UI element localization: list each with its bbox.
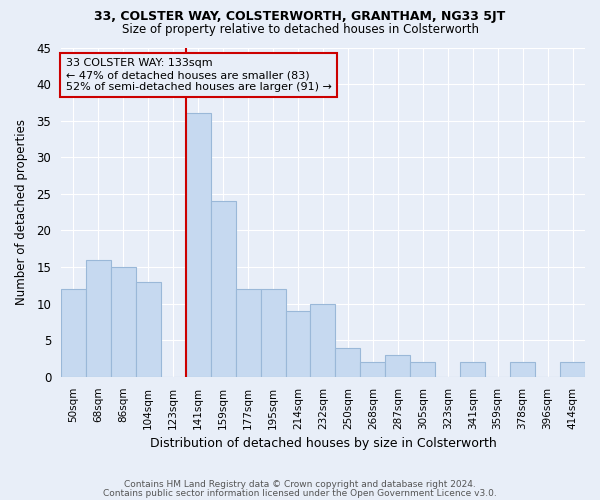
Bar — [410, 362, 435, 377]
Bar — [510, 362, 535, 377]
Bar — [560, 362, 585, 377]
Text: 33, COLSTER WAY, COLSTERWORTH, GRANTHAM, NG33 5JT: 33, COLSTER WAY, COLSTERWORTH, GRANTHAM,… — [94, 10, 506, 23]
Bar — [260, 289, 286, 377]
Bar — [310, 304, 335, 377]
Text: Contains public sector information licensed under the Open Government Licence v3: Contains public sector information licen… — [103, 488, 497, 498]
Bar — [61, 289, 86, 377]
Bar — [86, 260, 111, 377]
Text: 33 COLSTER WAY: 133sqm
← 47% of detached houses are smaller (83)
52% of semi-det: 33 COLSTER WAY: 133sqm ← 47% of detached… — [66, 58, 332, 92]
Bar — [211, 201, 236, 377]
Bar — [186, 114, 211, 377]
Bar — [460, 362, 485, 377]
Bar — [286, 311, 310, 377]
Bar — [361, 362, 385, 377]
Bar — [136, 282, 161, 377]
Bar — [385, 355, 410, 377]
Text: Size of property relative to detached houses in Colsterworth: Size of property relative to detached ho… — [121, 22, 479, 36]
Text: Contains HM Land Registry data © Crown copyright and database right 2024.: Contains HM Land Registry data © Crown c… — [124, 480, 476, 489]
Bar — [111, 267, 136, 377]
X-axis label: Distribution of detached houses by size in Colsterworth: Distribution of detached houses by size … — [149, 437, 496, 450]
Bar — [335, 348, 361, 377]
Bar — [236, 289, 260, 377]
Y-axis label: Number of detached properties: Number of detached properties — [15, 119, 28, 305]
